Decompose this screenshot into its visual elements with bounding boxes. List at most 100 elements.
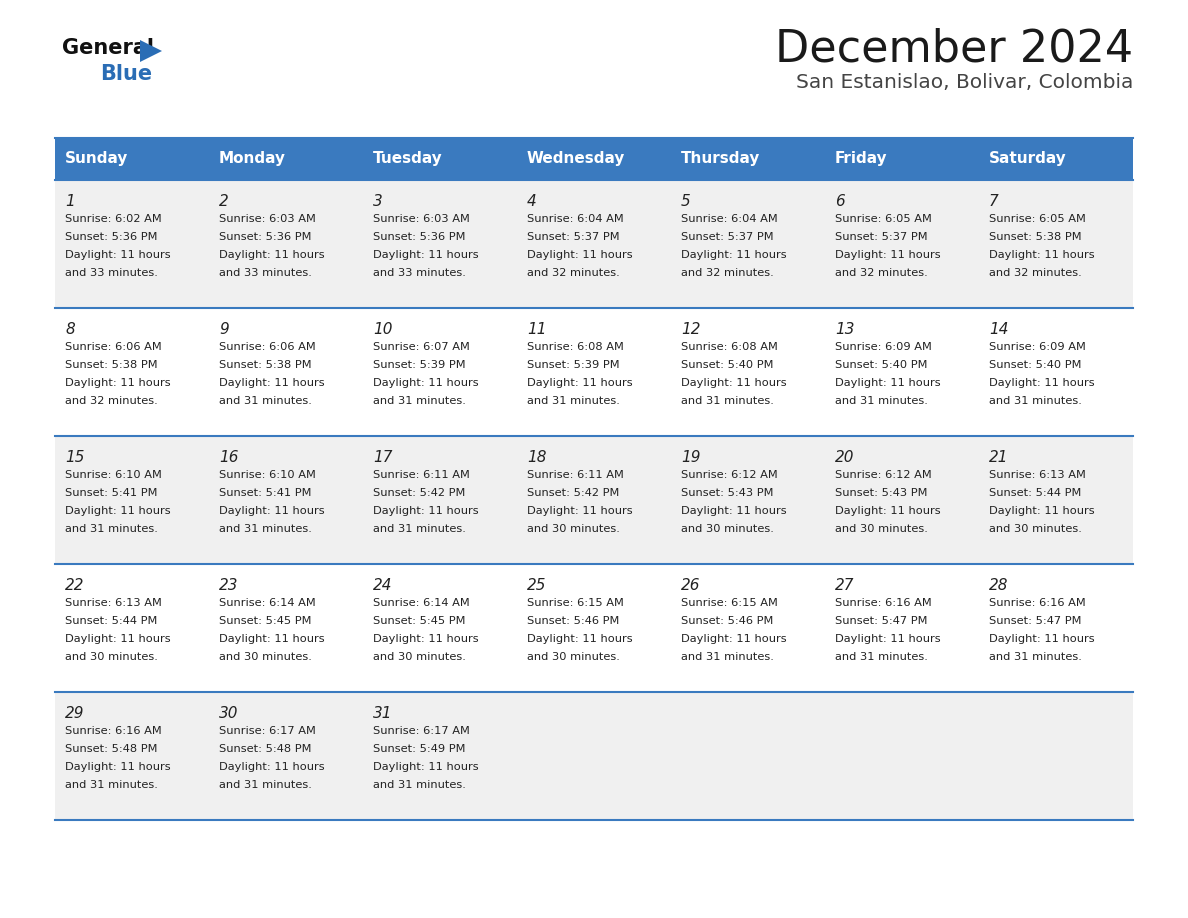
Text: and 30 minutes.: and 30 minutes. — [373, 652, 466, 662]
Text: Sunset: 5:39 PM: Sunset: 5:39 PM — [527, 360, 620, 370]
Text: Daylight: 11 hours: Daylight: 11 hours — [988, 506, 1094, 516]
Text: Sunrise: 6:16 AM: Sunrise: 6:16 AM — [988, 598, 1086, 608]
Text: Sunrise: 6:10 AM: Sunrise: 6:10 AM — [219, 470, 316, 480]
Text: 14: 14 — [988, 322, 1009, 337]
Text: Sunset: 5:43 PM: Sunset: 5:43 PM — [681, 488, 773, 498]
Text: Sunday: Sunday — [65, 151, 128, 166]
Text: Daylight: 11 hours: Daylight: 11 hours — [527, 250, 633, 260]
Text: Sunrise: 6:05 AM: Sunrise: 6:05 AM — [988, 214, 1086, 224]
Text: and 31 minutes.: and 31 minutes. — [65, 780, 158, 790]
Text: Sunrise: 6:17 AM: Sunrise: 6:17 AM — [373, 726, 470, 736]
Text: 10: 10 — [373, 322, 392, 337]
Text: Sunrise: 6:06 AM: Sunrise: 6:06 AM — [219, 342, 316, 352]
Text: Daylight: 11 hours: Daylight: 11 hours — [65, 634, 171, 644]
Text: and 31 minutes.: and 31 minutes. — [219, 524, 312, 534]
Text: Sunset: 5:38 PM: Sunset: 5:38 PM — [988, 232, 1081, 242]
Text: Daylight: 11 hours: Daylight: 11 hours — [65, 506, 171, 516]
Text: Daylight: 11 hours: Daylight: 11 hours — [373, 378, 479, 388]
Text: Sunset: 5:41 PM: Sunset: 5:41 PM — [219, 488, 311, 498]
Text: Monday: Monday — [219, 151, 286, 166]
Text: Sunrise: 6:12 AM: Sunrise: 6:12 AM — [835, 470, 931, 480]
Text: and 31 minutes.: and 31 minutes. — [835, 652, 928, 662]
Text: Sunset: 5:37 PM: Sunset: 5:37 PM — [681, 232, 773, 242]
Text: and 33 minutes.: and 33 minutes. — [373, 268, 466, 278]
Text: 8: 8 — [65, 322, 75, 337]
Text: Daylight: 11 hours: Daylight: 11 hours — [988, 378, 1094, 388]
Text: and 32 minutes.: and 32 minutes. — [681, 268, 773, 278]
Text: Sunrise: 6:16 AM: Sunrise: 6:16 AM — [65, 726, 162, 736]
Text: 13: 13 — [835, 322, 854, 337]
Text: 21: 21 — [988, 450, 1009, 465]
Text: Sunrise: 6:12 AM: Sunrise: 6:12 AM — [681, 470, 778, 480]
Text: 12: 12 — [681, 322, 701, 337]
Text: Sunrise: 6:13 AM: Sunrise: 6:13 AM — [988, 470, 1086, 480]
Text: 11: 11 — [527, 322, 546, 337]
Text: 2: 2 — [219, 194, 229, 209]
Text: Sunrise: 6:10 AM: Sunrise: 6:10 AM — [65, 470, 162, 480]
Text: Sunrise: 6:11 AM: Sunrise: 6:11 AM — [527, 470, 624, 480]
Text: Sunrise: 6:08 AM: Sunrise: 6:08 AM — [527, 342, 624, 352]
Text: 3: 3 — [373, 194, 383, 209]
Text: 28: 28 — [988, 578, 1009, 593]
Text: and 32 minutes.: and 32 minutes. — [988, 268, 1082, 278]
Text: 18: 18 — [527, 450, 546, 465]
Text: and 31 minutes.: and 31 minutes. — [373, 780, 466, 790]
Text: Daylight: 11 hours: Daylight: 11 hours — [219, 250, 324, 260]
Bar — [55, 692, 1133, 820]
Text: December 2024: December 2024 — [775, 28, 1133, 71]
Text: 30: 30 — [219, 706, 239, 721]
Text: Daylight: 11 hours: Daylight: 11 hours — [527, 634, 633, 644]
Text: Daylight: 11 hours: Daylight: 11 hours — [835, 378, 941, 388]
Text: Thursday: Thursday — [681, 151, 760, 166]
Text: Sunset: 5:43 PM: Sunset: 5:43 PM — [835, 488, 928, 498]
Text: Sunset: 5:40 PM: Sunset: 5:40 PM — [988, 360, 1081, 370]
Text: Tuesday: Tuesday — [373, 151, 443, 166]
Text: Sunset: 5:42 PM: Sunset: 5:42 PM — [527, 488, 619, 498]
Text: Saturday: Saturday — [988, 151, 1067, 166]
Text: and 31 minutes.: and 31 minutes. — [835, 396, 928, 406]
Text: Daylight: 11 hours: Daylight: 11 hours — [835, 634, 941, 644]
Text: Daylight: 11 hours: Daylight: 11 hours — [835, 250, 941, 260]
Text: Sunrise: 6:08 AM: Sunrise: 6:08 AM — [681, 342, 778, 352]
Text: Daylight: 11 hours: Daylight: 11 hours — [681, 506, 786, 516]
Text: Sunset: 5:41 PM: Sunset: 5:41 PM — [65, 488, 158, 498]
Text: and 31 minutes.: and 31 minutes. — [527, 396, 620, 406]
Text: Sunset: 5:38 PM: Sunset: 5:38 PM — [219, 360, 311, 370]
Text: Daylight: 11 hours: Daylight: 11 hours — [219, 378, 324, 388]
Text: and 33 minutes.: and 33 minutes. — [219, 268, 312, 278]
Text: Sunset: 5:45 PM: Sunset: 5:45 PM — [219, 616, 311, 626]
Text: Daylight: 11 hours: Daylight: 11 hours — [373, 762, 479, 772]
Text: Sunrise: 6:07 AM: Sunrise: 6:07 AM — [373, 342, 470, 352]
Bar — [55, 138, 1133, 180]
Text: Sunset: 5:37 PM: Sunset: 5:37 PM — [527, 232, 620, 242]
Text: Sunset: 5:49 PM: Sunset: 5:49 PM — [373, 744, 466, 754]
Text: Sunrise: 6:14 AM: Sunrise: 6:14 AM — [373, 598, 469, 608]
Text: 25: 25 — [527, 578, 546, 593]
Text: Sunrise: 6:06 AM: Sunrise: 6:06 AM — [65, 342, 162, 352]
Text: 31: 31 — [373, 706, 392, 721]
Text: Sunrise: 6:04 AM: Sunrise: 6:04 AM — [527, 214, 624, 224]
Text: San Estanislao, Bolivar, Colombia: San Estanislao, Bolivar, Colombia — [796, 73, 1133, 92]
Text: and 30 minutes.: and 30 minutes. — [527, 652, 620, 662]
Text: 24: 24 — [373, 578, 392, 593]
Text: Daylight: 11 hours: Daylight: 11 hours — [681, 250, 786, 260]
Text: Sunset: 5:46 PM: Sunset: 5:46 PM — [527, 616, 619, 626]
Text: 7: 7 — [988, 194, 999, 209]
Text: Daylight: 11 hours: Daylight: 11 hours — [65, 378, 171, 388]
Text: Sunrise: 6:11 AM: Sunrise: 6:11 AM — [373, 470, 470, 480]
Text: Daylight: 11 hours: Daylight: 11 hours — [373, 506, 479, 516]
Text: General: General — [62, 38, 154, 58]
Text: Daylight: 11 hours: Daylight: 11 hours — [65, 250, 171, 260]
Text: Sunrise: 6:04 AM: Sunrise: 6:04 AM — [681, 214, 778, 224]
Text: Friday: Friday — [835, 151, 887, 166]
Bar — [55, 180, 1133, 308]
Text: 23: 23 — [219, 578, 239, 593]
Text: Sunrise: 6:02 AM: Sunrise: 6:02 AM — [65, 214, 162, 224]
Text: and 30 minutes.: and 30 minutes. — [988, 524, 1082, 534]
Text: Daylight: 11 hours: Daylight: 11 hours — [219, 634, 324, 644]
Text: and 32 minutes.: and 32 minutes. — [527, 268, 620, 278]
Text: Daylight: 11 hours: Daylight: 11 hours — [373, 634, 479, 644]
Text: Blue: Blue — [100, 64, 152, 84]
Text: 15: 15 — [65, 450, 84, 465]
Text: 4: 4 — [527, 194, 537, 209]
